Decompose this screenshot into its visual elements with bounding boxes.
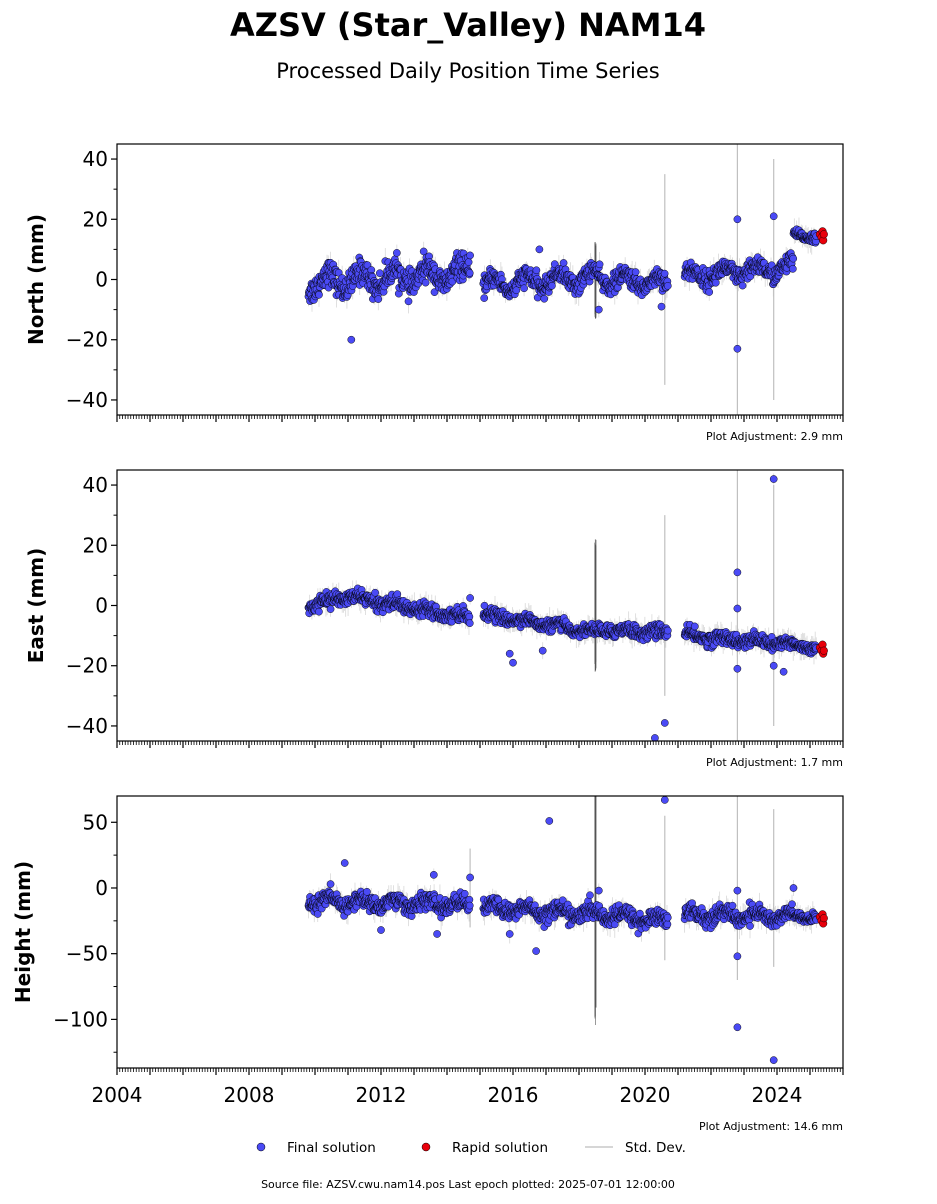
final-point <box>536 246 543 253</box>
final-point <box>734 345 741 352</box>
plot-area <box>305 144 828 415</box>
final-point <box>481 294 488 301</box>
y-tick-label: 40 <box>83 473 108 497</box>
final-point <box>315 291 322 298</box>
final-point <box>734 605 741 612</box>
final-point <box>513 287 520 294</box>
final-point <box>661 719 668 726</box>
final-point <box>560 259 567 266</box>
final-point <box>664 282 671 289</box>
final-point <box>548 282 555 289</box>
x-axis <box>117 415 843 422</box>
final-point <box>466 902 473 909</box>
final-point <box>596 261 603 268</box>
final-point <box>363 888 370 895</box>
final-point <box>706 288 713 295</box>
final-point <box>422 279 429 286</box>
final-point <box>372 589 379 596</box>
final-point <box>315 608 322 615</box>
final-point <box>734 665 741 672</box>
panel-1: −40 −20 0 20 40 North (mm) Plot Adjustment: 2.… <box>24 144 843 443</box>
plot-area <box>305 753 828 1064</box>
final-point <box>770 213 777 220</box>
rapid-point <box>820 647 828 655</box>
y-axis: −40 −20 0 20 40 East (mm) <box>24 473 117 738</box>
chart-title: AZSV (Star_Valley) NAM14 <box>230 6 706 44</box>
plot-area <box>305 470 828 742</box>
final-point <box>467 252 474 259</box>
final-point <box>461 890 468 897</box>
y-tick-label: 40 <box>83 147 108 171</box>
panel-frame <box>117 470 843 741</box>
final-point <box>520 285 527 292</box>
y-tick-label: −40 <box>66 388 108 412</box>
final-point <box>734 569 741 576</box>
final-point <box>327 880 334 887</box>
y-tick-label: 20 <box>83 533 108 557</box>
final-point <box>466 269 473 276</box>
final-point <box>506 650 513 657</box>
final-point <box>466 613 473 620</box>
final-point <box>539 647 546 654</box>
chart-subtitle: Processed Daily Position Time Series <box>276 59 660 83</box>
y-tick-label: 20 <box>83 207 108 231</box>
final-point <box>495 896 502 903</box>
panel-2: −40 −20 0 20 40 East (mm) Plot Adjustment: 1.7… <box>24 470 843 769</box>
plot-adjustment-label: Plot Adjustment: 2.9 mm <box>706 430 843 443</box>
final-points <box>305 796 820 1063</box>
final-point <box>734 216 741 223</box>
final-point <box>348 336 355 343</box>
final-point <box>467 594 474 601</box>
final-point <box>541 295 548 302</box>
final-point <box>661 270 668 277</box>
y-axis: −40 −20 0 20 40 North (mm) <box>24 147 117 412</box>
final-point <box>789 265 796 272</box>
final-point <box>691 623 698 630</box>
y-tick-label: −20 <box>66 328 108 352</box>
final-point <box>375 295 382 302</box>
panels: −40 −20 0 20 40 North (mm) Plot Adjustment: 2.… <box>11 144 843 1133</box>
y-tick-label: 0 <box>95 594 108 618</box>
final-point <box>770 662 777 669</box>
y-tick-label: −20 <box>66 654 108 678</box>
final-point <box>712 279 719 286</box>
plot-adjustment-label: Plot Adjustment: 1.7 mm <box>706 756 843 769</box>
final-point <box>664 627 671 634</box>
final-point <box>739 282 746 289</box>
final-point <box>465 259 472 266</box>
final-point <box>780 668 787 675</box>
rapid-point <box>820 231 828 239</box>
final-point <box>466 620 473 627</box>
final-point <box>393 249 400 256</box>
final-point <box>658 303 665 310</box>
final-point <box>533 267 540 274</box>
final-point <box>632 268 639 275</box>
final-point <box>595 306 602 313</box>
x-axis <box>117 741 843 748</box>
y-tick-label: 0 <box>95 268 108 292</box>
y-axis-label: East (mm) <box>24 548 48 664</box>
final-point <box>790 255 797 262</box>
final-point <box>509 659 516 666</box>
final-point <box>405 298 412 305</box>
y-axis-label: North (mm) <box>24 214 48 345</box>
final-points <box>305 213 820 353</box>
final-point <box>770 475 777 482</box>
final-point <box>327 606 334 613</box>
final-point <box>481 602 488 609</box>
final-points <box>305 475 820 741</box>
y-tick-label: −40 <box>66 714 108 738</box>
